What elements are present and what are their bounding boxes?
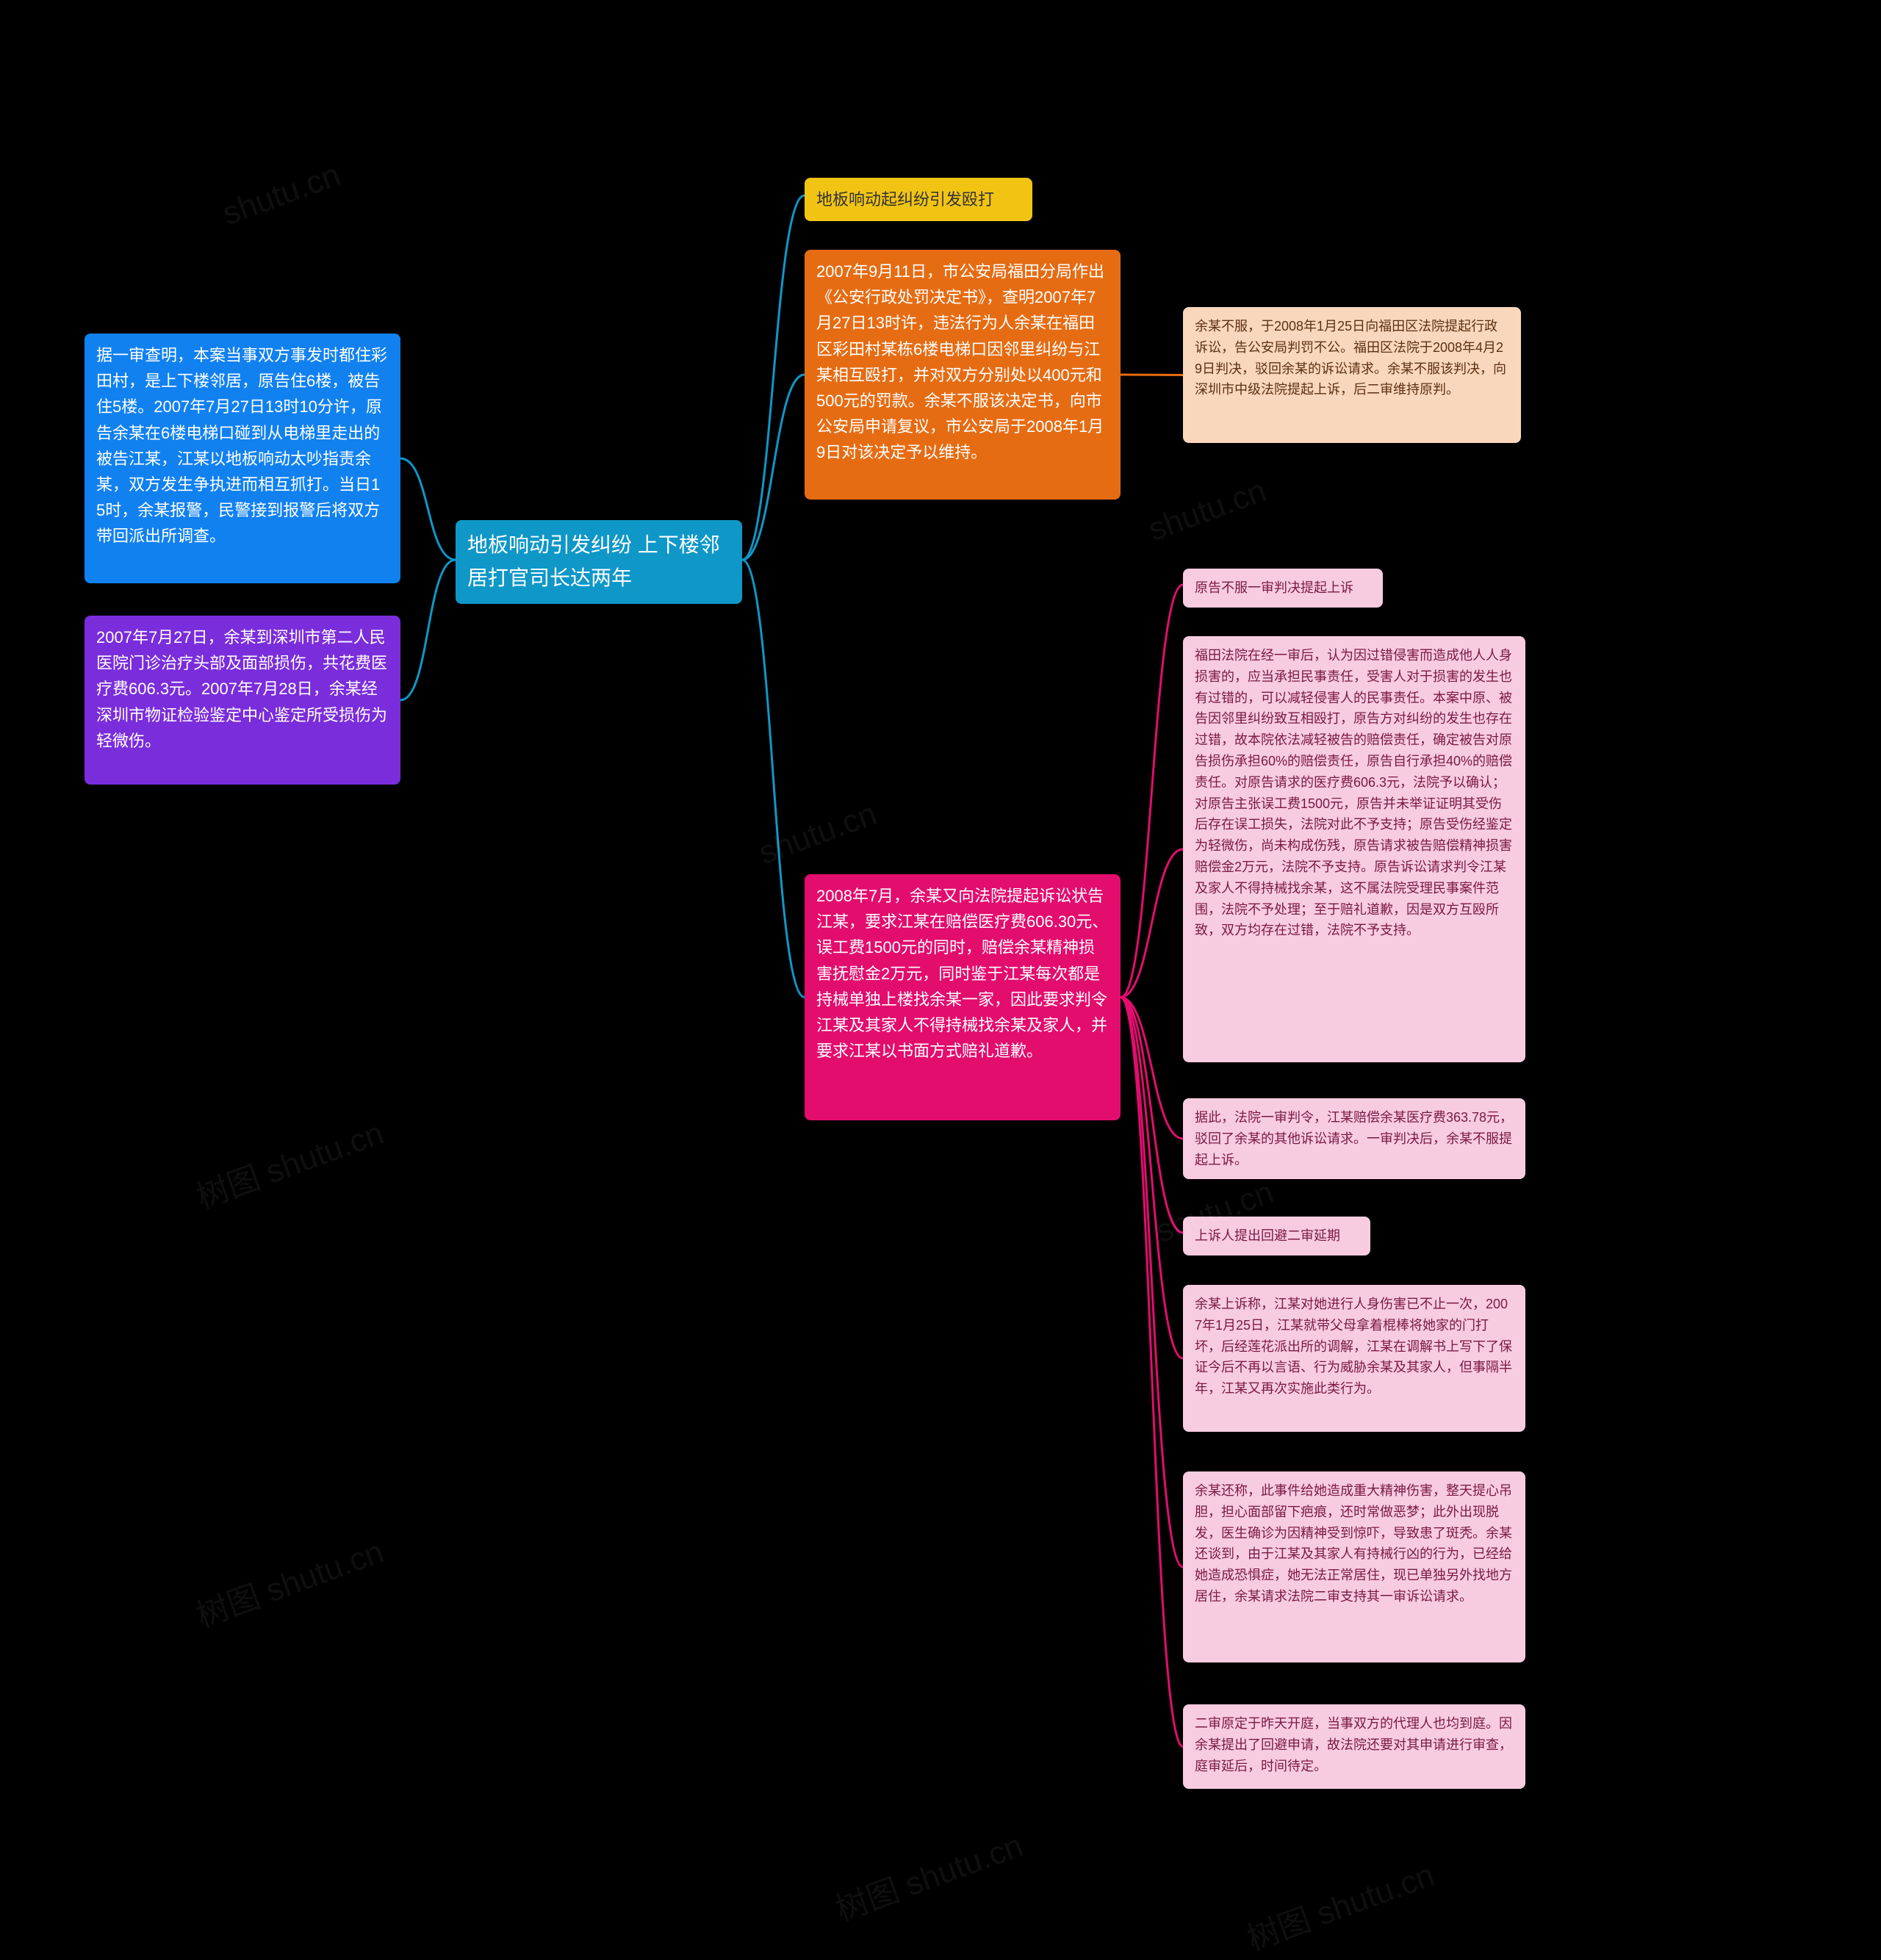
connector — [1121, 998, 1183, 1139]
watermark: shutu.cn — [1143, 472, 1270, 549]
connector — [1121, 998, 1183, 1568]
mindmap-node-right_yellow[interactable]: 地板响动起纠纷引发殴打 — [805, 178, 1032, 221]
node-text: 原告不服一审判决提起上诉 — [1195, 580, 1353, 595]
watermark: shutu.cn — [217, 156, 345, 233]
connector — [742, 375, 805, 560]
connector — [1121, 585, 1183, 998]
node-text: 上诉人提出回避二审延期 — [1195, 1228, 1340, 1243]
node-text: 2008年7月，余某又向法院提起诉讼状告江某，要求江某在赔偿医疗费606.30元… — [816, 887, 1108, 1060]
node-text: 余某不服，于2008年1月25日向福田区法院提起行政诉讼，告公安局判罚不公。福田… — [1195, 319, 1506, 397]
mindmap-node-orange_leaf[interactable]: 余某不服，于2008年1月25日向福田区法院提起行政诉讼，告公安局判罚不公。福田… — [1183, 307, 1521, 443]
node-text: 2007年7月27日，余某到深圳市第二人民医院门诊治疗头部及面部损伤，共花费医疗… — [96, 628, 387, 750]
mindmap-node-root[interactable]: 地板响动引发纠纷 上下楼邻居打官司长达两年 — [456, 520, 742, 604]
node-text: 据此，法院一审判令，江某赔偿余某医疗费363.78元，驳回了余某的其他诉讼请求。… — [1195, 1110, 1513, 1167]
mindmap-node-right_orange[interactable]: 2007年9月11日，市公安局福田分局作出《公安行政处罚决定书》，查明2007年… — [805, 250, 1121, 500]
mindmap-node-pink_leaf_1[interactable]: 原告不服一审判决提起上诉 — [1183, 569, 1383, 608]
node-text: 地板响动起纠纷引发殴打 — [816, 190, 994, 209]
connector — [742, 195, 805, 560]
node-text: 2007年9月11日，市公安局福田分局作出《公安行政处罚决定书》，查明2007年… — [816, 262, 1104, 461]
watermark: 树图 shutu.cn — [189, 1525, 389, 1636]
watermark: 树图 shutu.cn — [1240, 1848, 1439, 1959]
node-text: 二审原定于昨天开庭，当事双方的代理人也均到庭。因余某提出了回避申请，故法院还要对… — [1195, 1716, 1512, 1773]
watermark: 树图 shutu.cn — [189, 1106, 389, 1217]
connector — [1121, 998, 1183, 1233]
mindmap-node-pink_leaf_3[interactable]: 据此，法院一审判令，江某赔偿余某医疗费363.78元，驳回了余某的其他诉讼请求。… — [1183, 1098, 1525, 1179]
connector — [1121, 849, 1183, 998]
mindmap-node-pink_leaf_5[interactable]: 余某上诉称，江某对她进行人身伤害已不止一次，2007年1月25日，江某就带父母拿… — [1183, 1285, 1525, 1432]
mindmap-node-pink_leaf_6[interactable]: 余某还称，此事件给她造成重大精神伤害，整天提心吊胆，担心面部留下疤痕，还时常做恶… — [1183, 1471, 1525, 1662]
mindmap-node-left_purple[interactable]: 2007年7月27日，余某到深圳市第二人民医院门诊治疗头部及面部损伤，共花费医疗… — [84, 616, 400, 785]
mindmap-node-right_pink[interactable]: 2008年7月，余某又向法院提起诉讼状告江某，要求江某在赔偿医疗费606.30元… — [805, 874, 1121, 1120]
watermark: shutu.cn — [754, 796, 881, 872]
connector — [1121, 998, 1183, 1747]
mindmap-node-left_blue[interactable]: 据一审查明，本案当事双方事发时都住彩田村，是上下楼邻居，原告住6楼，被告住5楼。… — [84, 334, 400, 583]
node-text: 余某还称，此事件给她造成重大精神伤害，整天提心吊胆，担心面部留下疤痕，还时常做恶… — [1195, 1483, 1512, 1604]
node-text: 地板响动引发纠纷 上下楼邻居打官司长达两年 — [467, 533, 720, 589]
mindmap-node-pink_leaf_2[interactable]: 福田法院在经一审后，认为因过错侵害而造成他人人身损害的，应当承担民事责任，受害人… — [1183, 636, 1525, 1062]
connector — [1121, 998, 1183, 1359]
connector — [400, 560, 456, 700]
mindmap-node-pink_leaf_7[interactable]: 二审原定于昨天开庭，当事双方的代理人也均到庭。因余某提出了回避申请，故法院还要对… — [1183, 1704, 1525, 1789]
node-text: 余某上诉称，江某对她进行人身伤害已不止一次，2007年1月25日，江某就带父母拿… — [1195, 1297, 1512, 1396]
node-text: 福田法院在经一审后，认为因过错侵害而造成他人人身损害的，应当承担民事责任，受害人… — [1195, 648, 1512, 937]
node-text: 据一审查明，本案当事双方事发时都住彩田村，是上下楼邻居，原告住6楼，被告住5楼。… — [96, 346, 387, 545]
connector — [400, 458, 456, 560]
watermark: 树图 shutu.cn — [828, 1819, 1028, 1930]
mindmap-node-pink_leaf_4[interactable]: 上诉人提出回避二审延期 — [1183, 1217, 1370, 1255]
connector — [742, 560, 805, 998]
